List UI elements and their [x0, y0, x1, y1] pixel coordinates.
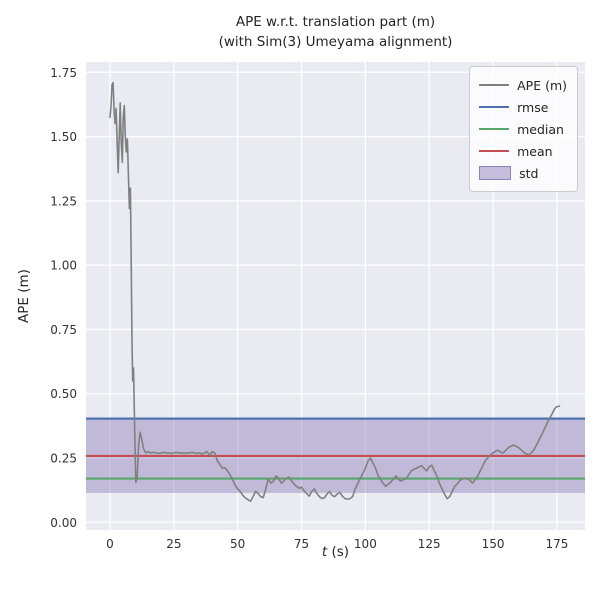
- x-tick-label: 175: [545, 537, 568, 551]
- legend-item-mean: mean: [479, 140, 567, 162]
- legend-label-std: std: [519, 165, 539, 181]
- legend-label-mean: mean: [517, 143, 553, 159]
- legend-swatch-mean: [479, 150, 510, 152]
- legend-item-rmse: rmse: [479, 96, 567, 118]
- y-tick-label: 1.25: [50, 194, 77, 208]
- legend-label-ape: APE (m): [517, 77, 567, 93]
- ape-series-line: [109, 81, 561, 503]
- x-axis-label-variable: t: [321, 544, 328, 560]
- chart-title-line2: (with Sim(3) Umeyama alignment): [218, 33, 453, 50]
- legend-item-ape: APE (m): [479, 74, 567, 96]
- legend-swatch-std: [479, 166, 512, 180]
- y-tick-label: 1.50: [50, 130, 77, 144]
- x-tick-label: 0: [106, 537, 114, 551]
- x-tick-label: 75: [294, 537, 309, 551]
- y-tick-label: 1.00: [50, 259, 77, 273]
- x-tick-label: 100: [354, 537, 377, 551]
- chart-title-line1: APE w.r.t. translation part (m): [235, 14, 436, 30]
- legend-swatch-median: [479, 128, 510, 130]
- legend: APE (m) rmse median mean std: [469, 66, 578, 192]
- x-axis-label: t (s): [86, 544, 585, 560]
- y-tick-label: 0.75: [50, 323, 77, 337]
- x-tick-label: 150: [482, 537, 505, 551]
- x-tick-label: 25: [166, 537, 181, 551]
- y-tick-label: 0.50: [50, 387, 77, 401]
- x-tick-label: 125: [418, 537, 441, 551]
- legend-label-rmse: rmse: [517, 99, 549, 115]
- chart-title: APE w.r.t. translation part (m) (with Si…: [86, 13, 585, 52]
- y-tick-label: 0.00: [50, 516, 77, 530]
- y-tick-label: 0.25: [50, 452, 77, 466]
- legend-item-median: median: [479, 118, 567, 140]
- legend-label-median: median: [517, 121, 564, 137]
- legend-swatch-rmse: [479, 106, 510, 108]
- x-tick-label: 50: [230, 537, 245, 551]
- y-tick-label: 1.75: [50, 66, 77, 80]
- y-axis-label: APE (m): [16, 269, 32, 323]
- legend-item-std: std: [479, 162, 567, 184]
- x-axis-label-unit: (s): [327, 544, 350, 560]
- legend-swatch-ape: [479, 84, 510, 86]
